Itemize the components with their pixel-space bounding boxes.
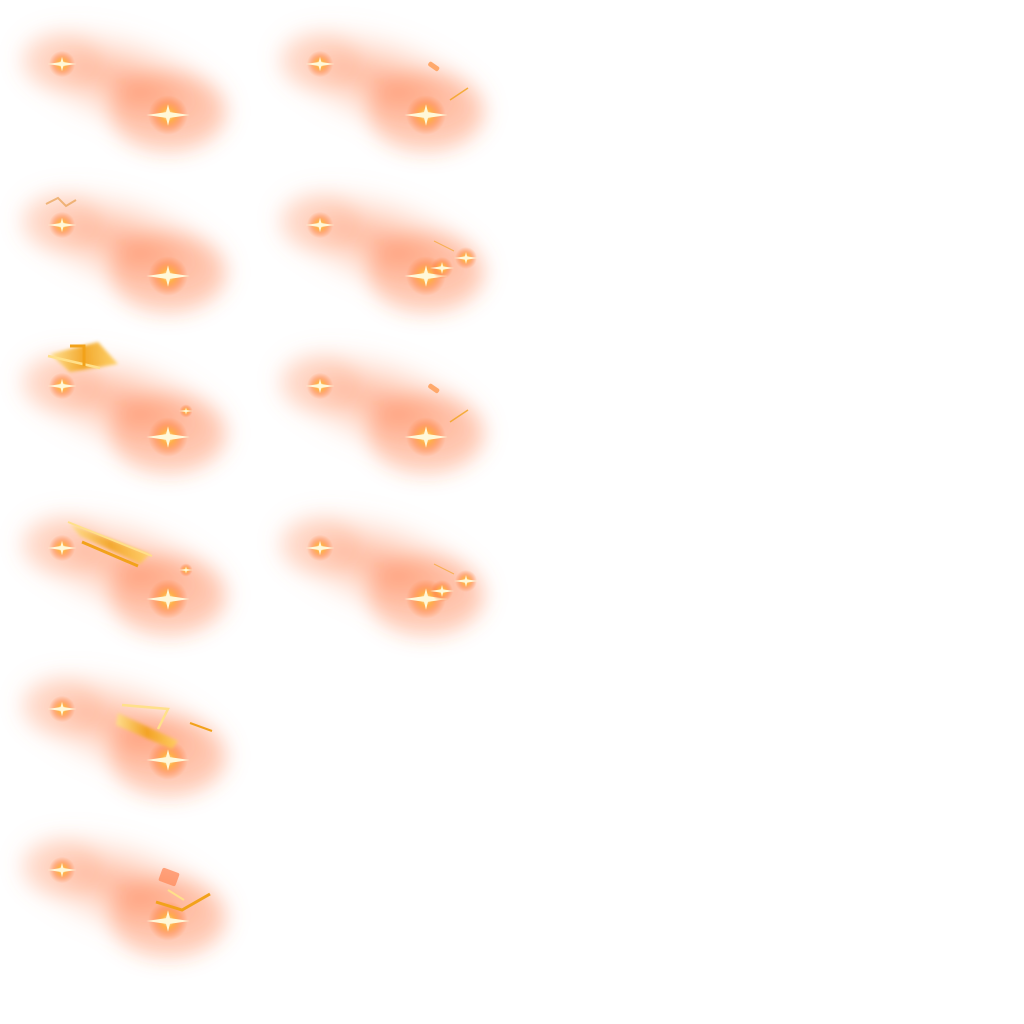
sprite-frame-5 [11,342,239,474]
sprite-frame-4 [269,181,497,313]
effect-wisp [45,196,77,208]
sparkle-icon [178,563,194,577]
effect-mid-blade [116,703,213,749]
sparkle-icon [454,247,478,269]
sparkle-icon [305,211,335,239]
sprite-frame-3 [11,181,239,313]
sparkle-icon [404,95,448,135]
glow-halo [269,181,497,313]
effect-sparks [430,563,478,602]
effect-shard [155,867,211,912]
glow-halo [11,504,239,636]
sparkle-icon [146,740,190,780]
effect-long-blade [67,521,194,577]
glow-halo [269,504,497,636]
sprite-frame-1 [11,20,239,152]
effect-sparks [430,240,478,279]
sparkle-icon [178,404,194,418]
sparkle-icon [47,50,77,78]
sparkle-icon [146,95,190,135]
glow-halo [269,342,497,474]
sparkle-icon [146,256,190,296]
sparkle-icon [47,856,77,884]
effect-fleck [428,61,469,101]
sprite-frame-6 [269,342,497,474]
sparkle-icon [47,372,77,400]
sparkle-icon [146,417,190,457]
glow-halo [11,826,239,958]
glow-halo [11,342,239,474]
sparkle-icon [47,534,77,562]
sparkle-icon [404,417,448,457]
glow-halo [11,20,239,152]
sparkle-icon [146,901,190,941]
effect-small-blade [47,342,194,418]
sparkle-icon [305,372,335,400]
sparkle-icon [305,534,335,562]
sparkle-icon [47,211,77,239]
sprite-frame-8 [269,504,497,636]
sprite-frame-9 [11,665,239,797]
sparkle-icon [146,579,190,619]
sparkle-icon [430,257,454,279]
glow-halo [11,181,239,313]
sparkle-icon [47,695,77,723]
sprite-frame-2 [269,20,497,152]
sprite-frame-10 [11,826,239,958]
sparkle-icon [454,570,478,592]
sprite-frame-7 [11,504,239,636]
sparkle-icon [305,50,335,78]
sparkle-icon [430,580,454,602]
effect-fleck [428,383,469,423]
glow-halo [269,20,497,152]
